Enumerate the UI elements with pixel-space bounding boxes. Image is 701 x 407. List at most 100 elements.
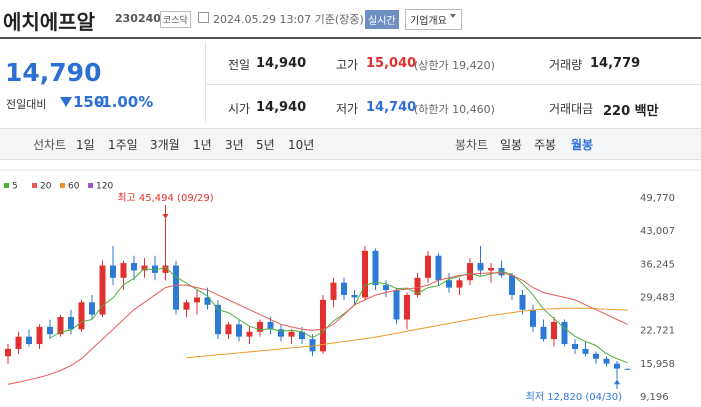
tab[interactable]: 5년 [256,138,275,152]
stat-value: 14,779 [590,56,641,71]
candle-body [467,263,473,281]
candle-body [131,263,137,271]
candle-body [215,304,221,335]
candle-body [68,317,74,330]
annotation-arrowhead [162,213,169,219]
stat-label: 거래량 [549,58,583,72]
candle-body [5,348,11,357]
candle-body [183,302,190,310]
y-tick-label: 22,721 [640,326,675,337]
candle-body [89,302,95,315]
moving-average-line [186,307,628,359]
stat-note: (상한가 19,420) [414,59,495,72]
candle-body [330,282,337,300]
candle-body [456,280,463,288]
realtime-badge: 실시간 [365,10,399,29]
stat-label: 시가 [228,102,251,116]
candle-body [414,277,421,295]
candle-body [593,353,599,359]
candle-body [173,265,179,310]
tab[interactable]: 1년 [193,138,212,152]
candle-body [257,321,263,332]
moving-average-line [7,272,628,385]
candle-body [225,324,232,335]
tab-group-label: 선차트 [33,138,67,152]
candle-body [236,324,242,337]
candle-body [267,321,274,330]
candle-body [488,267,494,271]
candle-body [383,285,389,291]
header-rule [0,37,701,39]
candle-body [278,329,284,337]
candle-body [120,263,127,278]
candle-body [15,336,22,349]
stat-value: 14,940 [256,56,307,71]
timestamp: 2024.05.29 13:07 기준(장중) [213,13,364,26]
company-info-label[interactable]: 기업개요 [410,16,447,27]
candle-body [99,265,106,315]
candle-body [624,368,631,370]
candle-body [477,263,484,271]
candle-body [509,275,515,295]
stock-code: 230240 [115,12,161,25]
legend-label: 60 [68,182,80,192]
legend-label: 120 [96,182,113,192]
candle-body [320,299,326,352]
candle-body [309,339,316,352]
legend-swatch [32,183,37,188]
stat-note: (하한가 10,460) [414,103,495,116]
candle-body [47,326,53,335]
tab[interactable]: 3년 [225,138,244,152]
candle-body [372,250,379,286]
candle-body [530,309,536,327]
candle-body [299,331,305,340]
legend-swatch [60,183,65,188]
change-rate: -1.00% [95,93,154,111]
annotation-arrowhead [614,379,620,385]
legend-swatch [88,183,93,188]
company-info-button[interactable]: 기업개요 [405,9,462,30]
candle-body [614,363,620,369]
stat-value: 220 백만 [603,104,659,119]
candle-body [26,336,32,345]
candle-body [551,321,557,340]
stat-label: 거래대금 [549,102,594,116]
stat-value: 14,940 [256,100,307,115]
calendar-icon [198,12,209,23]
tab[interactable]: 3개월 [150,138,180,152]
candle-body [425,255,431,278]
legend-label: 5 [12,182,18,192]
tab[interactable]: 1주일 [108,138,138,152]
tab[interactable]: 1일 [76,138,95,152]
stat-label: 전일 [228,58,251,72]
change-label: 전일대비 [6,98,47,111]
y-tick-label: 49,770 [640,193,675,204]
tab[interactable]: 일봉 [500,138,523,152]
legend-label: 20 [40,182,52,192]
candle-body [561,321,568,345]
y-tick-label: 29,483 [640,293,675,304]
stat-value: 15,040 [366,56,417,71]
candle-body [393,290,400,320]
candle-body [582,348,589,354]
tab[interactable]: 월봉 [571,138,594,152]
candle-body [152,265,158,273]
tab-group-label: 봉차트 [455,138,489,152]
candle-body [540,326,547,340]
divider [205,84,701,85]
candle-body [519,294,526,310]
candle-body [362,250,368,298]
candle-body [404,294,410,320]
tab[interactable]: 주봉 [534,138,557,152]
down-arrow [60,97,72,107]
change-amount: 150 [73,93,105,111]
candle-body [351,294,358,298]
candle-body [341,282,347,295]
tab[interactable]: 10년 [288,138,315,152]
candle-body [446,280,452,288]
candle-body [572,344,578,349]
candle-body [194,297,200,303]
y-tick-label: 15,958 [640,359,675,370]
y-tick-label: 36,245 [640,259,675,270]
